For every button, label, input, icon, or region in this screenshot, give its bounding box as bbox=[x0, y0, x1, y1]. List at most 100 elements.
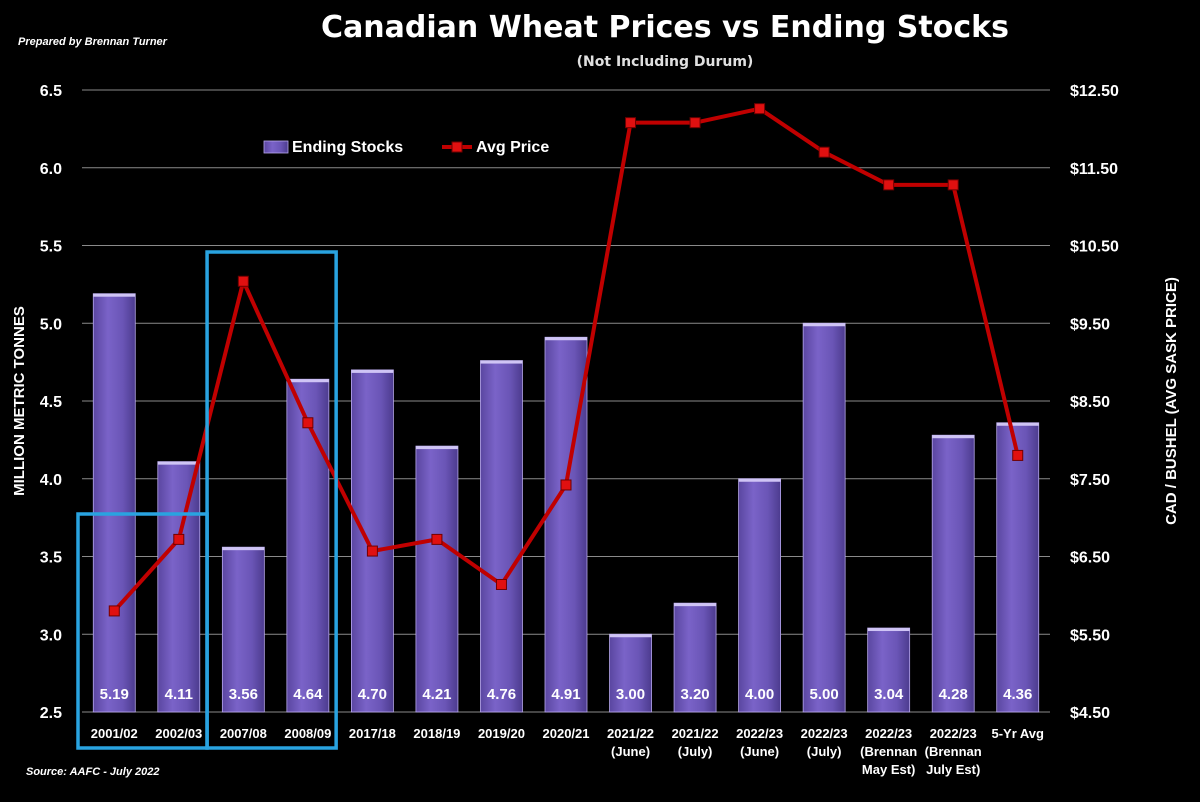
x-tick-label: May Est) bbox=[862, 762, 915, 777]
highlight-boxes bbox=[76, 250, 338, 750]
bar-top-highlight bbox=[609, 634, 652, 638]
x-tick-label: 2022/23 bbox=[801, 726, 848, 741]
y-right-axis-title: CAD / BUSHEL (AVG SASK PRICE) bbox=[1163, 277, 1180, 525]
line-series bbox=[108, 103, 1024, 617]
bar bbox=[673, 602, 717, 713]
bar-value-label: 4.00 bbox=[745, 686, 774, 703]
bar bbox=[802, 322, 846, 713]
x-tick-label: 2002/03 bbox=[155, 726, 202, 741]
legend-label-ending-stocks: Ending Stocks bbox=[292, 139, 403, 156]
x-tick-label: 2020/21 bbox=[543, 726, 590, 741]
price-point-marker bbox=[302, 417, 314, 429]
y-left-axis-title: MILLION METRIC TONNES bbox=[11, 306, 28, 496]
bar-value-label: 4.11 bbox=[165, 686, 193, 703]
x-tick-label: 2018/19 bbox=[413, 726, 460, 741]
y-left-tick-label: 5.0 bbox=[40, 316, 62, 333]
legend-label-avg-price: Avg Price bbox=[476, 139, 549, 156]
bar-value-label: 3.20 bbox=[680, 686, 709, 703]
highlight-box bbox=[205, 250, 338, 750]
bar-value-label: 3.04 bbox=[874, 686, 904, 703]
bar bbox=[157, 461, 201, 713]
bar bbox=[609, 633, 652, 713]
x-tick-label: 2017/18 bbox=[349, 726, 396, 741]
price-point-marker bbox=[495, 578, 507, 590]
x-tick-label: 2019/20 bbox=[478, 726, 525, 741]
bar bbox=[931, 434, 975, 713]
bar-value-label: 4.91 bbox=[551, 686, 580, 703]
chart-title: Canadian Wheat Prices vs Ending Stocks bbox=[321, 10, 1009, 45]
price-point-marker bbox=[1012, 449, 1024, 461]
x-tick-label: (Brennan bbox=[925, 744, 982, 759]
x-tick-label: (July) bbox=[678, 744, 713, 759]
bar-value-label: 4.28 bbox=[939, 686, 968, 703]
bar-value-label: 4.36 bbox=[1003, 686, 1032, 703]
price-point-marker bbox=[625, 117, 637, 129]
x-tick-label: (Brennan bbox=[860, 744, 917, 759]
price-point-marker bbox=[366, 545, 378, 557]
x-tick-label: 2022/23 bbox=[736, 726, 783, 741]
chart-subtitle: (Not Including Durum) bbox=[576, 54, 754, 70]
bar-value-label: 4.70 bbox=[358, 686, 387, 703]
price-point-marker bbox=[560, 479, 572, 491]
y-left-tick-label: 2.5 bbox=[40, 705, 62, 722]
x-tick-label: (June) bbox=[740, 744, 779, 759]
y-left-tick-label: 4.5 bbox=[40, 394, 62, 411]
bar-top-highlight bbox=[480, 360, 523, 364]
y-right-tick-label: $9.50 bbox=[1070, 316, 1110, 333]
bar-top-highlight bbox=[222, 547, 265, 551]
price-point-marker bbox=[431, 533, 443, 545]
bar-value-label: 5.00 bbox=[810, 686, 839, 703]
price-point-marker bbox=[173, 533, 185, 545]
y-left-tick-label: 6.0 bbox=[40, 161, 62, 178]
legend-bar-swatch bbox=[263, 140, 289, 154]
bar bbox=[996, 422, 1040, 713]
price-point-marker bbox=[237, 275, 249, 287]
bar-top-highlight bbox=[674, 603, 717, 607]
price-point-marker bbox=[818, 146, 830, 158]
bar bbox=[415, 445, 459, 713]
bar-top-highlight bbox=[867, 628, 910, 632]
bar-top-highlight bbox=[803, 323, 846, 327]
x-tick-label: 5-Yr Avg bbox=[991, 726, 1044, 741]
y-left-tick-label: 4.0 bbox=[40, 472, 62, 489]
x-tick-label: 2021/22 bbox=[672, 726, 719, 741]
price-point-marker bbox=[754, 103, 766, 115]
bar-value-label: 4.64 bbox=[293, 686, 323, 703]
price-point-marker bbox=[947, 179, 959, 191]
bar-top-highlight bbox=[157, 461, 200, 465]
bar bbox=[92, 293, 136, 713]
bar-top-highlight bbox=[932, 435, 975, 439]
price-point-marker bbox=[883, 179, 895, 191]
legend-line-marker bbox=[451, 141, 463, 153]
x-tick-label: (July) bbox=[807, 744, 842, 759]
y-right-tick-label: $5.50 bbox=[1070, 627, 1110, 644]
y-right-tick-label: $10.50 bbox=[1070, 239, 1119, 256]
y-right-tick-label: $11.50 bbox=[1070, 161, 1118, 178]
x-tick-label: 2008/09 bbox=[284, 726, 331, 741]
x-tick-label: 2021/22 bbox=[607, 726, 654, 741]
y-right-tick-label: $4.50 bbox=[1070, 705, 1110, 722]
source-note: Source: AAFC - July 2022 bbox=[26, 766, 160, 778]
y-right-tick-label: $8.50 bbox=[1070, 394, 1110, 411]
x-tick-label: 2022/23 bbox=[865, 726, 912, 741]
bar-value-label: 3.56 bbox=[229, 686, 258, 703]
x-tick-label: 2007/08 bbox=[220, 726, 267, 741]
y-left-tick-label: 3.0 bbox=[40, 627, 62, 644]
legend: Ending Stocks Avg Price bbox=[263, 139, 549, 156]
bar-top-highlight bbox=[93, 293, 136, 297]
price-point-marker bbox=[108, 605, 120, 617]
bar bbox=[480, 360, 523, 713]
bar bbox=[221, 546, 265, 713]
bar-top-highlight bbox=[415, 446, 458, 450]
y-right-tick-label: $12.50 bbox=[1070, 83, 1119, 100]
bar-value-label: 4.76 bbox=[487, 686, 516, 703]
y-left-tick-label: 3.5 bbox=[40, 550, 62, 567]
price-point-marker bbox=[689, 117, 701, 129]
y-left-tick-label: 6.5 bbox=[40, 83, 62, 100]
bar bbox=[738, 478, 781, 713]
bar-top-highlight bbox=[738, 478, 781, 482]
bar-series bbox=[92, 293, 1040, 713]
bar-value-label: 3.00 bbox=[616, 686, 645, 703]
